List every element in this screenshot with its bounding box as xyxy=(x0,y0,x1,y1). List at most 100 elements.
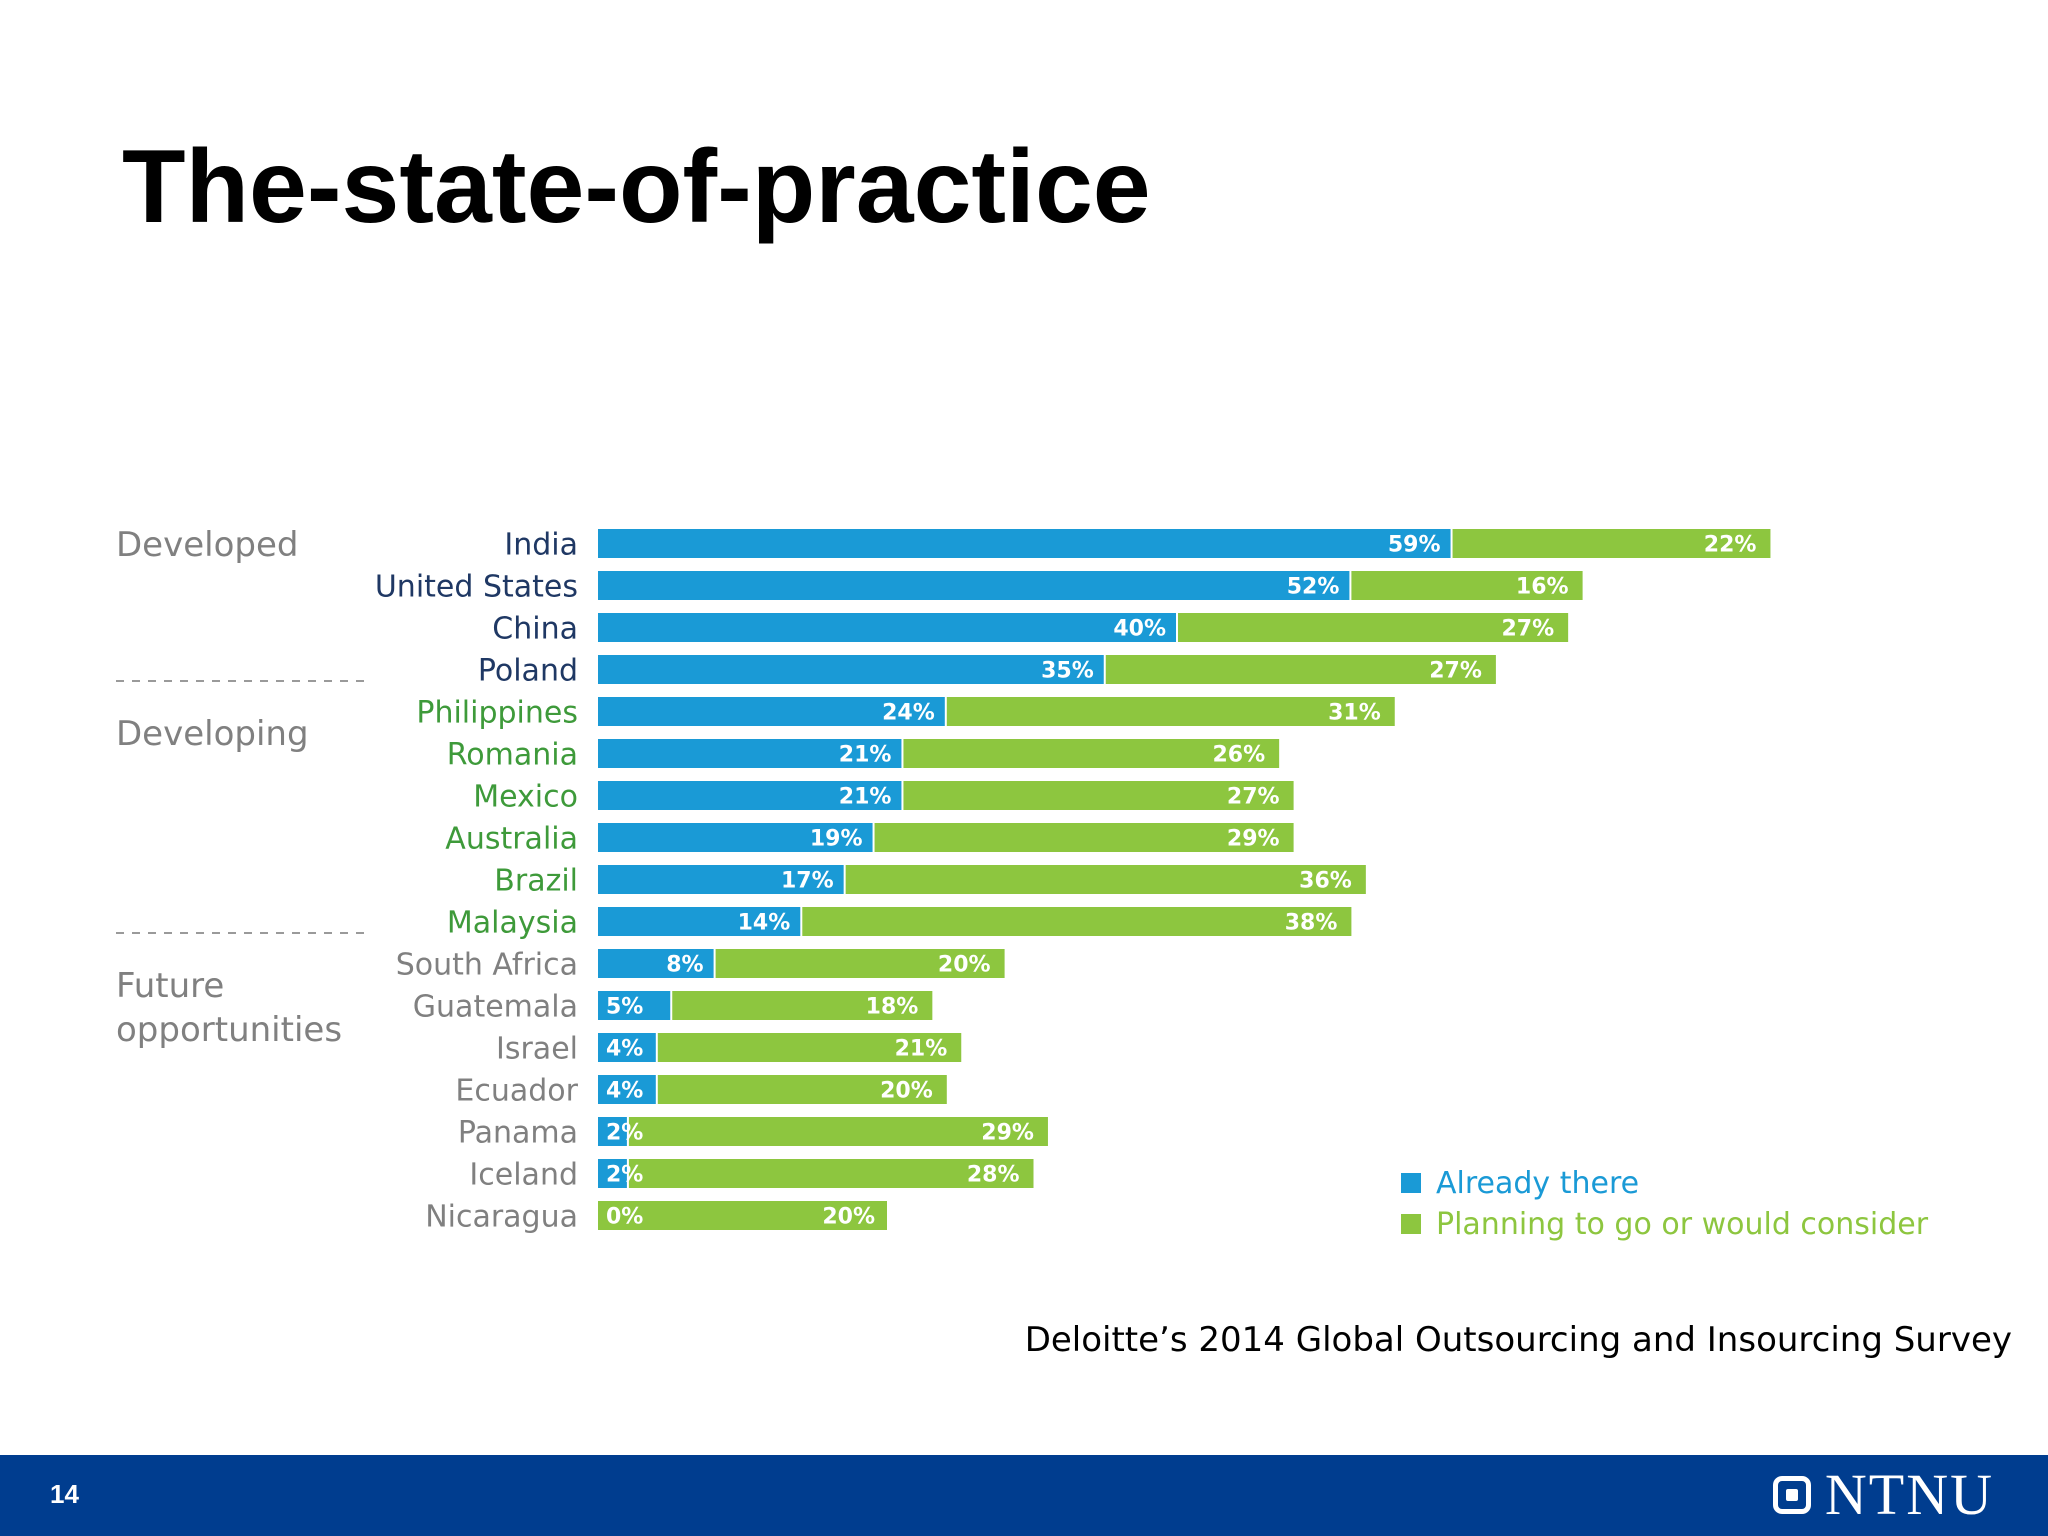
bar-planning xyxy=(657,1033,962,1062)
bar-planning xyxy=(903,781,1294,810)
bar-already-there xyxy=(598,697,945,726)
bar-planning xyxy=(672,991,933,1020)
bar-planning xyxy=(802,907,1352,936)
data-label-already-there: 24% xyxy=(882,701,935,726)
category-label: Romania xyxy=(447,738,578,773)
data-label-planning: 28% xyxy=(967,1163,1020,1188)
data-label-already-there: 4% xyxy=(606,1079,643,1104)
bar-already-there xyxy=(598,991,671,1020)
data-label-planning: 22% xyxy=(1704,533,1757,558)
bar-already-there xyxy=(598,949,714,978)
bar-planning xyxy=(715,949,1005,978)
data-label-planning: 20% xyxy=(880,1079,933,1104)
data-label-already-there: 40% xyxy=(1113,617,1166,642)
data-label-planning: 29% xyxy=(981,1121,1034,1146)
bar-planning xyxy=(946,697,1395,726)
data-label-already-there: 8% xyxy=(666,953,703,978)
bar-already-there xyxy=(598,1075,656,1104)
data-label-planning: 16% xyxy=(1516,575,1569,600)
legend-label-planning: Planning to go or would consider xyxy=(1436,1207,1929,1242)
data-label-already-there: 4% xyxy=(606,1037,643,1062)
group-label: Developing xyxy=(116,714,309,754)
bar-already-there xyxy=(598,655,1104,684)
bar-already-there xyxy=(598,739,902,768)
category-label: Mexico xyxy=(473,780,578,815)
data-label-planning: 20% xyxy=(938,953,991,978)
bar-planning xyxy=(628,1117,1048,1146)
group-label: opportunities xyxy=(116,1010,342,1050)
data-label-planning: 20% xyxy=(822,1205,875,1230)
slide-number: 14 xyxy=(50,1479,79,1509)
category-label: Panama xyxy=(458,1116,578,1151)
category-label: Brazil xyxy=(494,864,578,899)
bar-already-there xyxy=(598,781,902,810)
data-label-planning: 38% xyxy=(1285,911,1338,936)
stacked-bar-chart: India 59% 22% United States 52% 16% China 40% 27… xyxy=(116,525,1929,1242)
data-label-already-there: 35% xyxy=(1041,659,1094,684)
bar-planning xyxy=(903,739,1280,768)
data-label-planning: 21% xyxy=(895,1037,948,1062)
ntnu-logo-text: NTNU xyxy=(1824,1462,1994,1527)
bar-planning xyxy=(845,865,1366,894)
data-label-planning: 36% xyxy=(1299,869,1352,894)
data-label-planning: 26% xyxy=(1212,743,1265,768)
bar-already-there xyxy=(598,529,1451,558)
group-label: Future xyxy=(116,966,224,1006)
footer-bar: 14 NTNU xyxy=(0,1455,2048,1536)
category-label: Guatemala xyxy=(413,990,578,1025)
bar-already-there xyxy=(598,865,844,894)
data-label-planning: 27% xyxy=(1501,617,1554,642)
category-label: Australia xyxy=(445,822,578,857)
category-label: United States xyxy=(375,570,578,605)
category-label: Ecuador xyxy=(455,1074,578,1109)
legend-swatch-already-there xyxy=(1401,1173,1421,1193)
ntnu-logo: NTNU xyxy=(1772,1462,1994,1527)
bar-already-there xyxy=(598,823,873,852)
category-label: South Africa xyxy=(396,948,578,983)
source-citation: Deloitte’s 2014 Global Outsourcing and I… xyxy=(1024,1320,2012,1360)
bar-planning xyxy=(628,1159,1034,1188)
category-label: Malaysia xyxy=(447,906,578,941)
data-label-planning: 27% xyxy=(1227,785,1280,810)
data-label-already-there: 17% xyxy=(781,869,834,894)
bar-planning xyxy=(1178,613,1569,642)
data-label-planning: 29% xyxy=(1227,827,1280,852)
legend-label-already-there: Already there xyxy=(1436,1166,1639,1201)
bar-already-there xyxy=(598,1159,627,1188)
data-label-already-there: 59% xyxy=(1388,533,1441,558)
data-label-already-there: 21% xyxy=(839,785,892,810)
bar-already-there xyxy=(598,571,1350,600)
data-label-already-there: 19% xyxy=(810,827,863,852)
bar-already-there xyxy=(598,613,1176,642)
bar-already-there xyxy=(598,1033,656,1062)
bar-planning xyxy=(874,823,1294,852)
category-label: China xyxy=(492,612,578,647)
category-label: India xyxy=(504,528,578,563)
data-label-planning: 27% xyxy=(1429,659,1482,684)
data-label-already-there: 2% xyxy=(606,1163,643,1188)
page-title: The-state-of-practice xyxy=(122,129,1151,245)
bar-planning xyxy=(1452,529,1771,558)
data-label-already-there: 5% xyxy=(606,995,643,1020)
data-label-planning: 31% xyxy=(1328,701,1381,726)
bar-planning xyxy=(657,1075,947,1104)
ntnu-logo-icon xyxy=(1772,1476,1811,1514)
category-label: Philippines xyxy=(416,696,578,731)
category-label: Israel xyxy=(496,1032,578,1067)
data-label-already-there: 21% xyxy=(839,743,892,768)
bar-already-there xyxy=(598,907,801,936)
data-label-already-there: 0% xyxy=(606,1205,643,1230)
category-label: Nicaragua xyxy=(425,1200,578,1235)
data-label-already-there: 14% xyxy=(738,911,791,936)
category-label: Poland xyxy=(478,654,578,689)
legend-swatch-planning xyxy=(1401,1214,1421,1234)
data-label-planning: 18% xyxy=(866,995,919,1020)
bar-planning xyxy=(1351,571,1583,600)
data-label-already-there: 2% xyxy=(606,1121,643,1146)
group-label: Developed xyxy=(116,525,298,565)
bar-planning xyxy=(598,1201,887,1230)
bar-already-there xyxy=(598,1117,627,1146)
bar-planning xyxy=(1105,655,1496,684)
category-label: Iceland xyxy=(469,1158,578,1193)
